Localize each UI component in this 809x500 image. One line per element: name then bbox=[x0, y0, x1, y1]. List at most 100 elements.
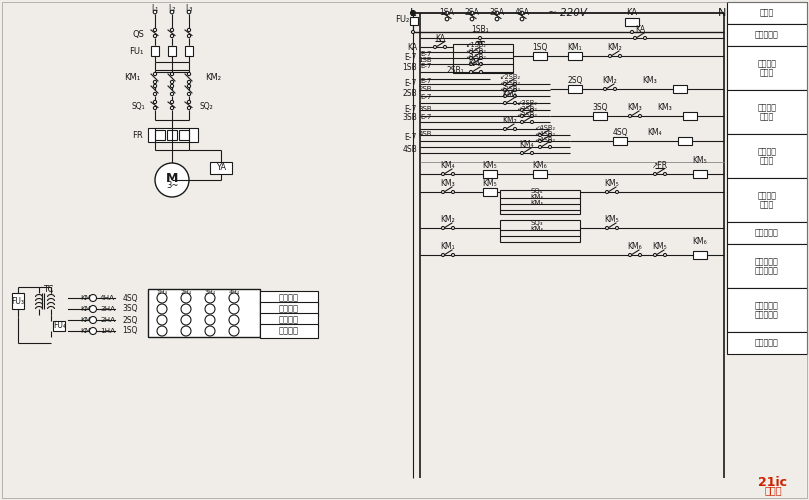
Text: ↙2SB₂: ↙2SB₂ bbox=[499, 74, 520, 80]
Circle shape bbox=[181, 326, 191, 336]
Text: 上升接触器: 上升接触器 bbox=[755, 228, 779, 237]
Text: 三层判别上: 三层判别上 bbox=[755, 258, 779, 266]
Text: QS: QS bbox=[132, 30, 144, 38]
Bar bbox=[53, 321, 65, 331]
Bar bbox=[483, 170, 497, 178]
Bar bbox=[483, 188, 497, 196]
Circle shape bbox=[205, 315, 215, 325]
Text: 21ic: 21ic bbox=[759, 476, 787, 488]
Text: 四层信号: 四层信号 bbox=[279, 294, 299, 302]
Circle shape bbox=[616, 190, 619, 194]
Text: 二层控制: 二层控制 bbox=[757, 104, 777, 112]
Text: KM₂: KM₂ bbox=[441, 215, 455, 224]
Text: KM₄: KM₄ bbox=[80, 295, 94, 301]
Circle shape bbox=[478, 42, 481, 44]
Bar bbox=[727, 90, 807, 134]
Text: 接触器: 接触器 bbox=[760, 68, 774, 78]
Circle shape bbox=[188, 28, 191, 32]
Text: KM₅: KM₅ bbox=[531, 200, 544, 206]
Text: E-7: E-7 bbox=[404, 80, 417, 88]
Text: 3HA: 3HA bbox=[100, 306, 115, 312]
Circle shape bbox=[181, 315, 191, 325]
Text: 4SQ: 4SQ bbox=[122, 294, 138, 302]
Text: ↙1SB₂: ↙1SB₂ bbox=[465, 42, 486, 48]
Text: KM₁: KM₁ bbox=[468, 59, 483, 68]
Circle shape bbox=[154, 100, 157, 103]
Bar bbox=[727, 134, 807, 178]
Circle shape bbox=[187, 10, 191, 14]
Circle shape bbox=[442, 172, 444, 176]
Bar bbox=[500, 220, 580, 242]
Circle shape bbox=[480, 50, 482, 53]
Text: 4SQ: 4SQ bbox=[612, 128, 628, 137]
Text: L: L bbox=[410, 8, 416, 18]
Text: KM₅: KM₅ bbox=[483, 161, 498, 170]
Text: KM₁: KM₁ bbox=[80, 328, 94, 334]
Text: 1SQ: 1SQ bbox=[532, 43, 548, 52]
Text: 三层控制: 三层控制 bbox=[757, 148, 777, 156]
Text: FU₁: FU₁ bbox=[129, 46, 144, 56]
Bar bbox=[533, 52, 547, 60]
Bar bbox=[625, 18, 639, 26]
Circle shape bbox=[154, 28, 157, 32]
Circle shape bbox=[629, 254, 632, 256]
Text: ↙4SB₂: ↙4SB₂ bbox=[535, 131, 556, 137]
Circle shape bbox=[520, 11, 523, 15]
Text: SQ₃: SQ₃ bbox=[531, 220, 544, 226]
Text: ↙3SB₂: ↙3SB₂ bbox=[516, 112, 537, 118]
Text: KM₁: KM₁ bbox=[502, 90, 517, 99]
Circle shape bbox=[188, 72, 191, 76]
Text: 3SQ: 3SQ bbox=[592, 103, 608, 112]
Text: KM₂: KM₂ bbox=[608, 43, 622, 52]
Circle shape bbox=[520, 152, 523, 154]
Circle shape bbox=[638, 254, 642, 256]
Text: KM₅: KM₅ bbox=[604, 215, 620, 224]
Bar bbox=[727, 222, 807, 244]
Bar bbox=[727, 2, 807, 24]
Text: 一层信号: 一层信号 bbox=[279, 326, 299, 336]
Bar bbox=[167, 130, 177, 140]
Text: KM₂: KM₂ bbox=[603, 76, 617, 85]
Text: 4SB: 4SB bbox=[418, 131, 432, 137]
Text: TC: TC bbox=[43, 284, 53, 294]
Circle shape bbox=[469, 50, 472, 53]
Circle shape bbox=[154, 92, 157, 96]
Text: E-7: E-7 bbox=[404, 106, 417, 114]
Circle shape bbox=[514, 128, 516, 130]
Text: 4H₄: 4H₄ bbox=[228, 290, 239, 296]
Text: 1HA: 1HA bbox=[100, 328, 115, 334]
Bar bbox=[727, 46, 807, 90]
Text: 3~: 3~ bbox=[166, 180, 178, 190]
Circle shape bbox=[531, 152, 533, 154]
Text: FR: FR bbox=[132, 130, 143, 140]
Bar bbox=[727, 24, 807, 46]
Text: 2SQ: 2SQ bbox=[567, 76, 582, 85]
Circle shape bbox=[171, 72, 174, 76]
Text: 2SB: 2SB bbox=[418, 86, 432, 92]
Text: E-7: E-7 bbox=[421, 114, 432, 120]
Text: 1SQ: 1SQ bbox=[122, 326, 138, 336]
Text: KM₆: KM₆ bbox=[531, 226, 544, 232]
Circle shape bbox=[171, 80, 174, 84]
Bar bbox=[260, 324, 318, 338]
Circle shape bbox=[154, 106, 157, 110]
Bar bbox=[727, 178, 807, 222]
Circle shape bbox=[188, 92, 191, 96]
Text: E-7: E-7 bbox=[421, 51, 432, 57]
Circle shape bbox=[469, 56, 472, 59]
Text: ↙4SB₂: ↙4SB₂ bbox=[535, 137, 556, 143]
Circle shape bbox=[480, 70, 482, 74]
Circle shape bbox=[605, 190, 608, 194]
Circle shape bbox=[181, 293, 191, 303]
Text: 下方向开关: 下方向开关 bbox=[755, 266, 779, 276]
Text: 1H₄: 1H₄ bbox=[156, 290, 167, 296]
Circle shape bbox=[604, 88, 607, 90]
Circle shape bbox=[205, 293, 215, 303]
Circle shape bbox=[539, 134, 541, 136]
Text: 4SA: 4SA bbox=[515, 8, 530, 17]
Circle shape bbox=[153, 10, 157, 14]
Circle shape bbox=[188, 80, 191, 84]
Text: KM₃: KM₃ bbox=[628, 103, 642, 112]
Text: 二层信号: 二层信号 bbox=[279, 316, 299, 324]
Circle shape bbox=[663, 254, 667, 256]
